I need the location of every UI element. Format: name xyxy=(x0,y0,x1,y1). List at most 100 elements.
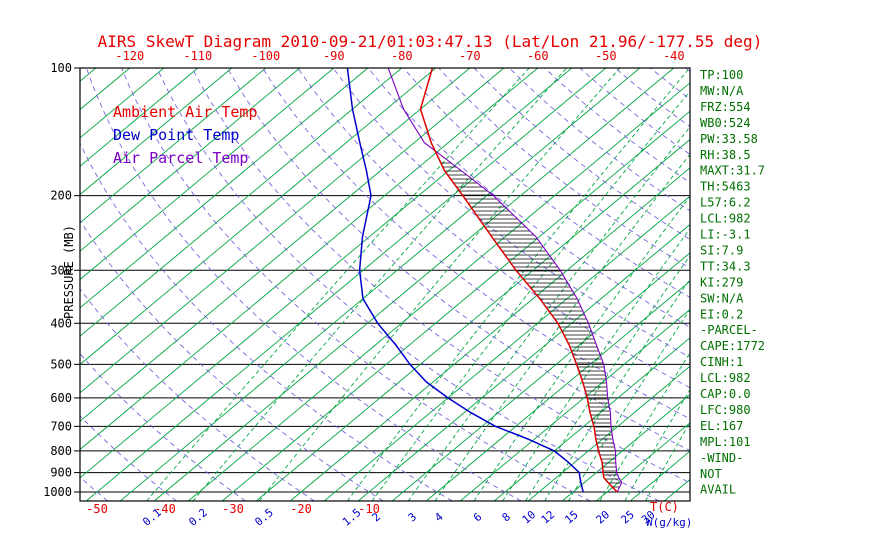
isotherm-line xyxy=(391,252,690,502)
right-panel-line: MPL:101 xyxy=(700,435,751,449)
right-panel-line: L57:6.2 xyxy=(700,196,751,210)
right-panel-line: MAXT:31.7 xyxy=(700,164,765,178)
pressure-tick-label: 600 xyxy=(50,391,72,405)
ambient-air-temp-curve xyxy=(419,68,618,493)
mixing-ratio-label: 8 xyxy=(500,510,513,524)
top-temp-label: -50 xyxy=(595,49,617,63)
isotherm-line xyxy=(493,337,690,502)
right-panel-line: LCL:982 xyxy=(700,371,751,385)
isotherm-line xyxy=(80,68,199,167)
mixing-ratio-label: 4 xyxy=(432,510,446,524)
right-panel-line: EL:167 xyxy=(700,419,743,433)
mixing-ratio-line xyxy=(473,195,690,502)
right-panel-line: LFC:980 xyxy=(700,403,751,417)
right-panel-line: KI:279 xyxy=(700,275,743,289)
mixing-ratio-label: 0.5 xyxy=(252,506,276,529)
top-temp-label: -80 xyxy=(391,49,413,63)
mixing-ratio-label: 10 xyxy=(520,508,539,526)
right-panel-line: EI:0.2 xyxy=(700,307,743,321)
right-panel-line: SW:N/A xyxy=(700,291,744,305)
pressure-tick-label: 300 xyxy=(50,263,72,277)
isotherm-line xyxy=(357,223,690,502)
mixing-ratio-line xyxy=(645,421,690,502)
top-temp-label: -120 xyxy=(115,49,144,63)
mixing-ratio-label: 2 xyxy=(370,510,383,524)
mixing-ratio-label: 0.2 xyxy=(186,506,210,529)
mixing-ratio-line xyxy=(192,68,567,502)
mixing-ratio-line xyxy=(544,278,690,502)
dry-adiabat-line xyxy=(473,68,690,240)
isotherm-line xyxy=(85,68,607,502)
dry-adiabat-line xyxy=(262,68,690,420)
pressure-tick-label: 800 xyxy=(50,444,72,458)
dry-adiabat-line xyxy=(80,353,246,502)
mixing-ratio-line xyxy=(407,126,690,502)
mixing-ratio-line xyxy=(371,90,690,502)
top-temp-label: -90 xyxy=(323,49,345,63)
isotherm-line xyxy=(119,68,641,502)
mixing-ratio-label: 25 xyxy=(618,508,637,526)
isotherm-line xyxy=(663,478,690,502)
isotherm-line xyxy=(595,422,690,502)
isotherm-line xyxy=(289,167,690,502)
mixing-ratio-label: 6 xyxy=(471,510,484,524)
mixing-ratio-line xyxy=(525,254,690,502)
right-panel-line: TH:5463 xyxy=(700,180,751,194)
pressure-tick-label: 400 xyxy=(50,316,72,330)
pressure-tick-label: 500 xyxy=(50,357,72,371)
top-temp-label: -110 xyxy=(183,49,212,63)
dry-adiabat-line xyxy=(80,415,177,502)
pressure-tick-label: 100 xyxy=(50,61,72,75)
cape-hatch-region xyxy=(440,162,622,488)
pressure-axis-title: PRESSURE (MB) xyxy=(62,225,76,319)
isotherm-line xyxy=(80,68,403,337)
right-panel-line: MW:N/A xyxy=(700,84,744,98)
top-temp-label: -40 xyxy=(663,49,685,63)
dry-adiabat-line xyxy=(80,142,453,502)
isotherm-line xyxy=(459,308,690,502)
right-panel-line: WB0:524 xyxy=(700,116,751,130)
isotherm-line xyxy=(80,68,505,422)
bottom-temp-label: -40 xyxy=(154,502,176,516)
isotherm-line xyxy=(323,195,690,502)
right-panel-line: AVAIL xyxy=(700,483,736,497)
right-panel-line: LCL:982 xyxy=(700,212,751,226)
temp-axis-unit-label: T(C) xyxy=(650,500,679,514)
isotherm-line xyxy=(0,68,62,501)
dry-adiabat-line xyxy=(650,68,690,100)
bottom-temp-label: -20 xyxy=(290,502,312,516)
dry-adiabat-line xyxy=(80,219,384,502)
mixing-ratio-label: 12 xyxy=(539,508,558,526)
dew-point-temp-curve xyxy=(346,68,584,493)
isotherm-line xyxy=(80,68,539,451)
axis-labels: 100 200 300 400 500 600 700 800 900 1000 -120 -110 -… xyxy=(43,49,685,529)
mixing-ratio-line xyxy=(434,153,690,502)
dry-adiabat-line xyxy=(121,68,591,502)
top-temp-label: -100 xyxy=(251,49,280,63)
dry-adiabat-line xyxy=(80,476,108,502)
isotherm-line xyxy=(187,82,690,502)
isotherm-line xyxy=(0,68,28,501)
dry-adiabat-line xyxy=(403,68,690,299)
pressure-tick-label: 1000 xyxy=(43,485,72,499)
right-panel-line: TT:34.3 xyxy=(700,259,751,273)
right-panel-line: LI:-3.1 xyxy=(700,228,751,242)
isotherm-line xyxy=(80,68,335,281)
dry-adiabat-line xyxy=(191,68,690,484)
plot-frame xyxy=(74,67,691,502)
dry-adiabat-line xyxy=(85,68,522,502)
isotherm-line xyxy=(221,110,690,502)
isotherm-line xyxy=(80,68,573,479)
right-panel-line: NOT xyxy=(700,467,722,481)
air-parcel-temp-curve xyxy=(387,68,623,493)
isotherm-line xyxy=(527,365,690,502)
mixing-ratio-line xyxy=(258,68,621,502)
mixing-ratio-line xyxy=(502,227,690,502)
isotherm-line xyxy=(80,68,437,366)
bottom-temp-label: -30 xyxy=(222,502,244,516)
right-panel-line: CINH:1 xyxy=(700,355,743,369)
mixing-ratio-label: 3 xyxy=(406,510,419,524)
right-panel-line: SI:7.9 xyxy=(700,243,743,257)
